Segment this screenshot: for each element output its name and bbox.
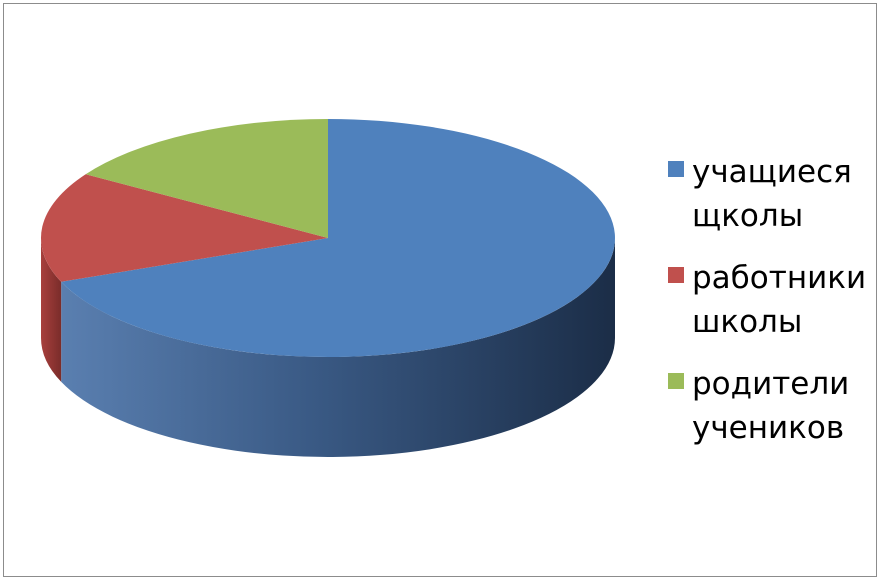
legend-label: работники школы [692, 260, 867, 340]
legend-item: работники школы [668, 256, 868, 344]
pie-slice-side [61, 238, 615, 458]
pie-slice [85, 119, 329, 238]
legend: учащиеся щколы работники школы родители … [668, 150, 868, 468]
legend-label: родители учеников [692, 366, 850, 446]
legend-swatch [668, 267, 684, 283]
legend-swatch [668, 373, 684, 389]
legend-label: учащиеся щколы [692, 154, 852, 234]
legend-item: родители учеников [668, 362, 868, 450]
legend-swatch [668, 161, 684, 177]
pie-slice [40, 174, 328, 282]
pie-slice [61, 119, 615, 357]
legend-item: учащиеся щколы [668, 150, 868, 238]
pie-slice-side [40, 238, 62, 382]
